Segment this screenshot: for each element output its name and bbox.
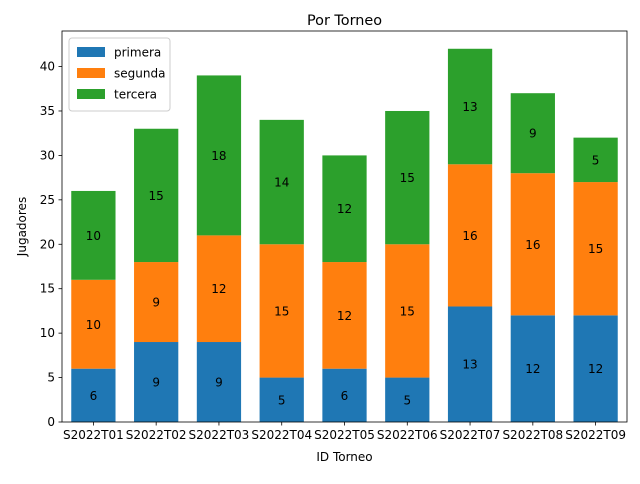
x-tick-label-S2022T02: S2022T02 [126,428,187,442]
legend-swatch-tercera [77,89,105,99]
data-label-tercera-S2022T08: 9 [529,127,537,141]
x-tick-label-S2022T07: S2022T07 [440,428,501,442]
y-tick-label-20: 20 [40,237,55,251]
data-label-primera-S2022T01: 6 [90,389,98,403]
legend-swatch-primera [77,47,105,57]
bar-primera-S2022T09 [573,315,618,422]
data-label-segunda-S2022T05: 12 [337,309,352,323]
bar-tercera-S2022T08 [510,93,555,174]
bar-tercera-S2022T07 [447,48,493,165]
data-label-tercera-S2022T03: 18 [211,149,226,163]
legend-label-primera: primera [114,46,161,60]
bar-primera-S2022T07 [447,306,493,422]
y-tick-label-5: 5 [47,371,55,385]
data-label-primera-S2022T06: 5 [403,393,411,407]
bar-primera-S2022T02 [134,342,179,422]
data-label-tercera-S2022T02: 15 [149,189,164,203]
data-label-segunda-S2022T06: 15 [400,304,415,318]
data-label-segunda-S2022T02: 9 [152,296,160,310]
x-tick-label-S2022T01: S2022T01 [63,428,124,442]
data-label-tercera-S2022T04: 14 [274,176,289,190]
bar-tercera-S2022T03 [196,75,242,236]
data-label-segunda-S2022T09: 15 [588,242,603,256]
data-label-primera-S2022T08: 12 [525,362,540,376]
data-label-segunda-S2022T01: 10 [86,318,101,332]
y-tick-label-0: 0 [47,415,55,429]
legend-swatch-segunda [77,68,105,78]
bar-segunda-S2022T05 [322,262,367,369]
data-label-primera-S2022T02: 9 [152,376,160,390]
data-label-primera-S2022T07: 13 [462,358,477,372]
bar-primera-S2022T06 [385,377,430,422]
bar-primera-S2022T04 [259,377,304,422]
y-tick-label-35: 35 [40,104,55,118]
x-tick-label-S2022T08: S2022T08 [502,428,563,442]
y-tick-label-30: 30 [40,148,55,162]
bar-segunda-S2022T01 [71,279,116,369]
data-label-segunda-S2022T08: 16 [525,238,540,252]
x-axis-label: ID Torneo [316,450,372,464]
chart-title: Por Torneo [307,13,382,29]
bar-tercera-S2022T02 [134,128,179,263]
data-label-segunda-S2022T07: 16 [462,229,477,243]
data-label-tercera-S2022T05: 12 [337,202,352,216]
data-label-primera-S2022T03: 9 [215,376,223,390]
bar-tercera-S2022T04 [259,119,304,245]
bar-primera-S2022T01 [71,368,116,422]
data-label-segunda-S2022T04: 15 [274,304,289,318]
bar-primera-S2022T03 [196,342,242,422]
bar-tercera-S2022T01 [71,190,116,280]
legend-label-segunda: segunda [114,67,165,81]
bar-tercera-S2022T06 [385,110,430,245]
x-tick-label-S2022T09: S2022T09 [565,428,626,442]
bar-segunda-S2022T09 [573,182,618,316]
bar-primera-S2022T08 [510,315,555,422]
data-label-primera-S2022T04: 5 [278,393,286,407]
bar-tercera-S2022T09 [573,137,618,183]
y-axis-label: Jugadores [15,197,29,257]
bar-segunda-S2022T04 [259,244,304,378]
y-tick-label-15: 15 [40,282,55,296]
x-tick-label-S2022T04: S2022T04 [251,428,312,442]
y-tick-label-40: 40 [40,60,55,74]
bar-segunda-S2022T06 [385,244,430,378]
bar-segunda-S2022T08 [510,173,555,316]
data-label-tercera-S2022T06: 15 [400,171,415,185]
data-label-primera-S2022T05: 6 [341,389,349,403]
bar-tercera-S2022T05 [322,155,367,263]
bar-segunda-S2022T02 [134,262,179,343]
x-tick-label-S2022T06: S2022T06 [377,428,438,442]
plot-area: 6 9 9 5 6 5 13 12 12 10 9 12 15 12 15 16 16 15 10 15 18 14 12 1… [40,30,628,442]
bar-segunda-S2022T07 [447,164,493,307]
x-tick-label-S2022T03: S2022T03 [189,428,250,442]
bar-primera-S2022T05 [322,368,367,422]
data-label-tercera-S2022T01: 10 [86,229,101,243]
y-tick-label-25: 25 [40,193,55,207]
data-label-tercera-S2022T09: 5 [592,153,600,167]
legend-label-tercera: tercera [114,88,157,102]
y-tick-label-10: 10 [40,326,55,340]
x-tick-label-S2022T05: S2022T05 [314,428,375,442]
data-label-segunda-S2022T03: 12 [211,282,226,296]
bar-segunda-S2022T03 [196,235,242,343]
data-label-primera-S2022T09: 12 [588,362,603,376]
data-label-tercera-S2022T07: 13 [462,100,477,114]
